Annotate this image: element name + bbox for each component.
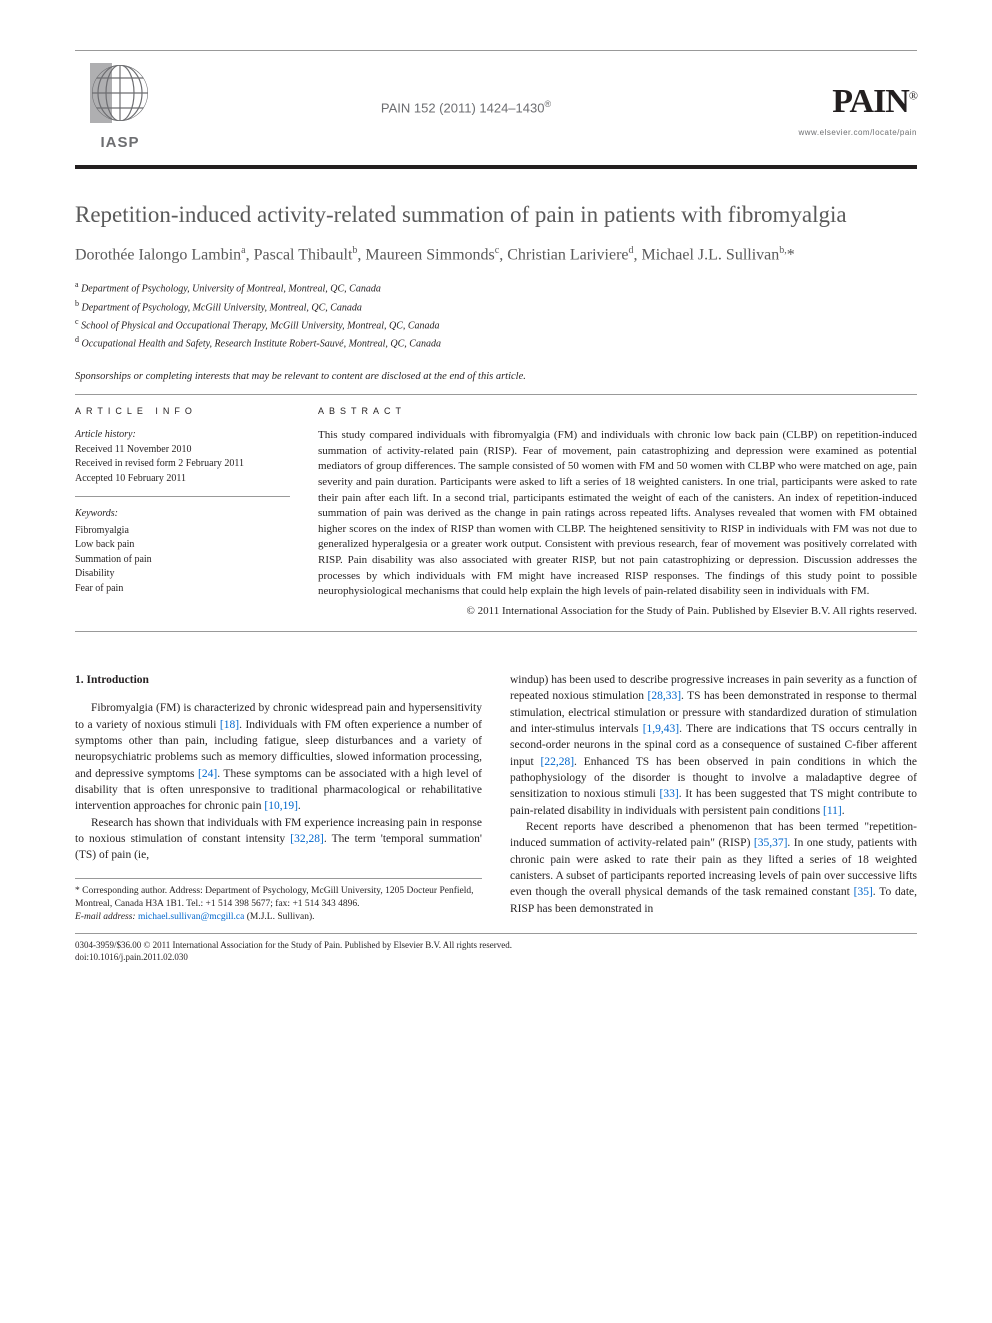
corresponding-author-footnote: * Corresponding author. Address: Departm… (75, 878, 482, 925)
footer-doi: doi:10.1016/j.pain.2011.02.030 (75, 951, 917, 964)
article-info-label: ARTICLE INFO (75, 405, 290, 418)
affiliations: a Department of Psychology, University o… (75, 279, 917, 351)
history-line: Received in revised form 2 February 2011 (75, 457, 290, 472)
article-history: Article history: Received 11 November 20… (75, 428, 290, 497)
iasp-label: IASP (75, 132, 165, 153)
keyword-line: Summation of pain (75, 553, 290, 568)
keyword-line: Low back pain (75, 538, 290, 553)
body-columns: 1. Introduction Fibromyalgia (FM) is cha… (75, 672, 917, 925)
globe-icon (90, 63, 150, 123)
abstract-copyright: © 2011 International Association for the… (318, 604, 917, 619)
body-paragraph: windup) has been used to describe progre… (510, 672, 917, 819)
iasp-logo: IASP (75, 63, 165, 153)
footnote-email-line: E-mail address: michael.sullivan@mcgill.… (75, 911, 482, 924)
affiliation-line: d Occupational Health and Safety, Resear… (75, 334, 917, 351)
body-column-left: 1. Introduction Fibromyalgia (FM) is cha… (75, 672, 482, 925)
keyword-line: Disability (75, 567, 290, 582)
authors-line: Dorothée Ialongo Lambina, Pascal Thibaul… (75, 244, 917, 266)
body-paragraph: Fibromyalgia (FM) is characterized by ch… (75, 700, 482, 814)
affiliation-line: c School of Physical and Occupational Th… (75, 316, 917, 333)
keywords-label: Keywords: (75, 507, 290, 522)
abstract-column: ABSTRACT This study compared individuals… (318, 405, 917, 619)
email-label: E-mail address: (75, 912, 136, 922)
journal-reference: PAIN 152 (2011) 1424–1430® (165, 98, 767, 118)
email-person: (M.J.L. Sullivan). (247, 912, 315, 922)
abstract-label: ABSTRACT (318, 405, 917, 418)
page-footer: 0304-3959/$36.00 © 2011 International As… (75, 933, 917, 964)
article-title: Repetition-induced activity-related summ… (75, 201, 917, 230)
footnote-corresponding: * Corresponding author. Address: Departm… (75, 885, 482, 912)
section-heading-introduction: 1. Introduction (75, 672, 482, 688)
body-paragraph: Recent reports have described a phenomen… (510, 819, 917, 917)
body-column-right: windup) has been used to describe progre… (510, 672, 917, 925)
journal-header: IASP PAIN 152 (2011) 1424–1430® PAIN® ww… (75, 50, 917, 169)
footer-copyright: 0304-3959/$36.00 © 2011 International As… (75, 939, 917, 952)
body-paragraph: Research has shown that individuals with… (75, 815, 482, 864)
affiliation-line: b Department of Psychology, McGill Unive… (75, 298, 917, 315)
journal-url: www.elsevier.com/locate/pain (767, 127, 917, 138)
pain-logo: PAIN® (767, 78, 917, 126)
email-address[interactable]: michael.sullivan@mcgill.ca (138, 912, 244, 922)
abstract-text: This study compared individuals with fib… (318, 428, 917, 600)
pain-logo-box: PAIN® www.elsevier.com/locate/pain (767, 78, 917, 139)
sponsorship-note: Sponsorships or completing interests tha… (75, 370, 917, 396)
affiliation-line: a Department of Psychology, University o… (75, 279, 917, 296)
article-info-column: ARTICLE INFO Article history: Received 1… (75, 405, 290, 619)
info-abstract-row: ARTICLE INFO Article history: Received 1… (75, 405, 917, 632)
history-label: Article history: (75, 428, 290, 443)
history-line: Received 11 November 2010 (75, 443, 290, 458)
keywords-block: Keywords: FibromyalgiaLow back painSumma… (75, 507, 290, 596)
history-line: Accepted 10 February 2011 (75, 472, 290, 487)
keyword-line: Fear of pain (75, 582, 290, 597)
keyword-line: Fibromyalgia (75, 524, 290, 539)
